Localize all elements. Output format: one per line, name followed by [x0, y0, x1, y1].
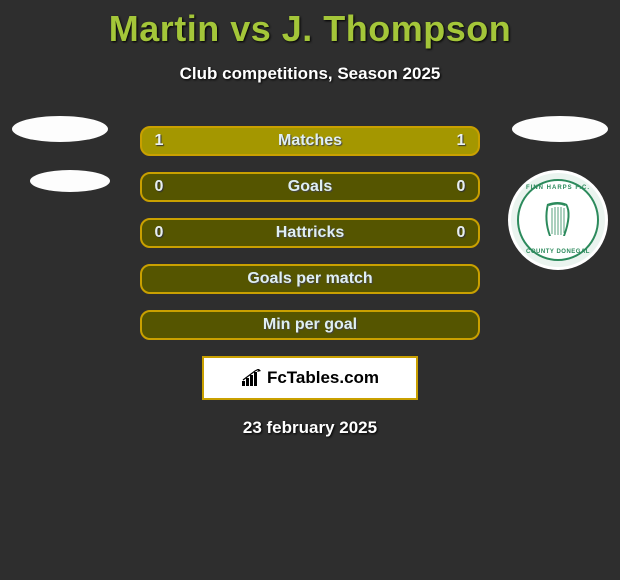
placeholder-oval	[30, 170, 110, 192]
badge-bottom-text: COUNTY DONEGAL	[526, 249, 590, 255]
club-badge: FINN HARPS F.C. COUNTY DONEGAL	[508, 170, 608, 270]
placeholder-oval	[12, 116, 108, 142]
stat-left-value: 0	[152, 178, 166, 196]
bars-icon	[241, 369, 263, 387]
stats-area: FINN HARPS F.C. COUNTY DONEGAL 1 Matches…	[0, 126, 620, 438]
stat-right-value: 0	[454, 224, 468, 242]
stat-label: Hattricks	[276, 224, 344, 242]
branding-label: FcTables.com	[267, 368, 379, 388]
stat-row-min-per-goal: Min per goal	[140, 310, 480, 340]
badge-top-text: FINN HARPS F.C.	[526, 185, 590, 191]
stat-row-goals-per-match: Goals per match	[140, 264, 480, 294]
harp-icon	[541, 200, 575, 240]
placeholder-oval	[512, 116, 608, 142]
stat-label: Matches	[278, 132, 342, 150]
stat-right-value: 0	[454, 178, 468, 196]
subtitle: Club competitions, Season 2025	[0, 64, 620, 84]
stat-row-matches: 1 Matches 1	[140, 126, 480, 156]
stat-label: Goals per match	[247, 270, 372, 288]
stat-label: Min per goal	[263, 316, 357, 334]
stat-row-hattricks: 0 Hattricks 0	[140, 218, 480, 248]
stat-right-value: 1	[454, 132, 468, 150]
stat-left-value: 1	[152, 132, 166, 150]
date-label: 23 february 2025	[0, 418, 620, 438]
stat-row-goals: 0 Goals 0	[140, 172, 480, 202]
club-badge-inner: FINN HARPS F.C. COUNTY DONEGAL	[517, 179, 599, 261]
stat-label: Goals	[288, 178, 332, 196]
left-player-placeholders	[12, 116, 110, 220]
right-player-placeholders	[512, 116, 608, 170]
branding-box[interactable]: FcTables.com	[202, 356, 418, 400]
page-title: Martin vs J. Thompson	[0, 0, 620, 50]
stat-left-value: 0	[152, 224, 166, 242]
